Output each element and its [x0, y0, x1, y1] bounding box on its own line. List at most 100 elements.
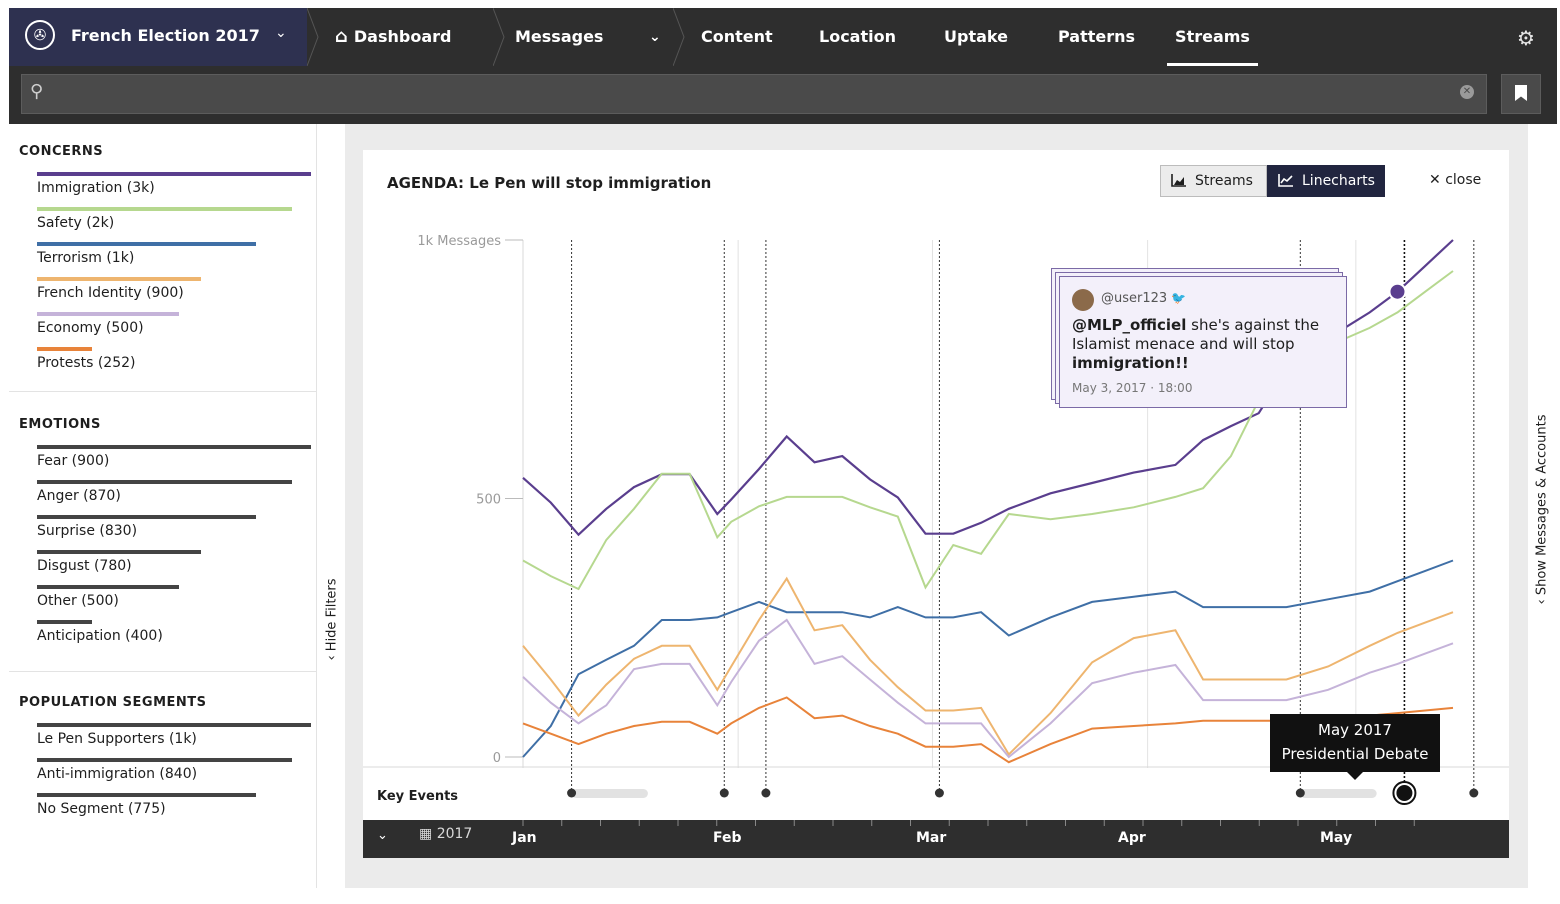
chevron-down-icon[interactable]: ⌄: [649, 29, 661, 45]
nav-tab-dashboard[interactable]: ⌂ Dashboard: [335, 8, 451, 66]
series-line-french-identity: [522, 576, 1454, 757]
filter-label[interactable]: Anger (870): [37, 488, 121, 504]
line-chart-icon: [1278, 174, 1293, 187]
streams-toggle-button[interactable]: Streams: [1160, 165, 1267, 197]
filter-label[interactable]: Surprise (830): [37, 523, 138, 539]
filter-bar[interactable]: [37, 620, 92, 624]
area-chart-icon: [1171, 174, 1186, 187]
key-event-marker: [761, 788, 771, 798]
linecharts-toggle-button[interactable]: Linecharts: [1267, 165, 1385, 197]
nav-tab-streams[interactable]: Streams: [1167, 8, 1258, 66]
section-divider: [9, 391, 316, 392]
filter-bar[interactable]: [37, 585, 179, 589]
filter-label[interactable]: Anti-immigration (840): [37, 766, 198, 782]
close-button[interactable]: ✕ close: [1429, 172, 1481, 188]
message-tooltip[interactable]: @user123 🐦 @MLP_officiel she's against th…: [1059, 276, 1347, 408]
key-event-marker: [934, 788, 944, 798]
key-event-marker: [567, 788, 577, 798]
hide-filters-text: Hide Filters: [324, 578, 340, 652]
nav-tab-patterns[interactable]: Patterns: [1058, 27, 1136, 46]
filter-label[interactable]: Economy (500): [37, 320, 144, 336]
linecharts-toggle-label: Linecharts: [1302, 173, 1375, 189]
filter-bar[interactable]: [37, 242, 256, 246]
clear-search-icon[interactable]: ✕: [1460, 85, 1474, 99]
filter-label[interactable]: French Identity (900): [37, 285, 184, 301]
search-box: ⚲ ✕: [21, 74, 1487, 114]
timeline-month-jan: Jan: [512, 830, 537, 846]
nav-tab-uptake[interactable]: Uptake: [944, 27, 1008, 46]
filter-bar[interactable]: [37, 172, 311, 176]
filter-label[interactable]: Terrorism (1k): [37, 250, 135, 266]
filter-label[interactable]: Le Pen Supporters (1k): [37, 731, 197, 747]
key-event-marker: [1469, 788, 1479, 798]
tooltip-text-bold: immigration!!: [1072, 354, 1189, 372]
filter-bar[interactable]: [37, 758, 292, 762]
gear-icon[interactable]: ⚙: [1517, 26, 1535, 50]
top-navigation-bar: ✇ French Election 2017 ⌄ ⌂ Dashboard Mess…: [9, 8, 1557, 66]
nav-separator: [307, 8, 319, 66]
timeline-year[interactable]: ▦ 2017: [419, 826, 472, 842]
show-messages-toggle[interactable]: ‹ Show Messages & Accounts: [1528, 124, 1556, 888]
chevron-left-icon: ‹: [324, 651, 340, 661]
filter-bar[interactable]: [37, 723, 311, 727]
highlighted-data-point: [1388, 282, 1407, 301]
filter-label[interactable]: Other (500): [37, 593, 119, 609]
agenda-panel: AGENDA: Le Pen will stop immigration Str…: [363, 150, 1509, 858]
emotions-title: EMOTIONS: [19, 417, 101, 432]
search-bar: ⚲ ✕: [9, 66, 1557, 124]
nav-tab-location[interactable]: Location: [819, 27, 896, 46]
selected-key-event-dot: [1396, 785, 1413, 801]
nav-tab-messages-label: Messages: [515, 27, 604, 46]
bookmark-button[interactable]: [1501, 74, 1541, 114]
filter-bar[interactable]: [37, 445, 311, 449]
key-events-label: Key Events: [377, 789, 458, 804]
key-event-marker: [1295, 788, 1305, 798]
key-event-range: [1300, 789, 1377, 798]
project-selector[interactable]: ✇ French Election 2017 ⌄: [9, 8, 307, 66]
filter-bar[interactable]: [37, 793, 256, 797]
filter-bar[interactable]: [37, 207, 292, 211]
chevron-down-icon[interactable]: ⌄: [377, 828, 388, 843]
timeline-bar: ⌄ ▦ 2017 Jan Feb Mar Apr May: [363, 820, 1509, 858]
timeline-month-may: May: [1320, 830, 1353, 846]
tooltip-user: @user123 🐦: [1101, 291, 1186, 306]
nav-separator: [493, 8, 505, 66]
nav-tab-messages[interactable]: Messages: [515, 8, 603, 66]
filter-label[interactable]: Immigration (3k): [37, 180, 155, 196]
timeline-month-feb: Feb: [713, 830, 742, 846]
filter-label[interactable]: Protests (252): [37, 355, 136, 371]
show-messages-label: ‹ Show Messages & Accounts: [1535, 410, 1550, 610]
filter-label[interactable]: Fear (900): [37, 453, 110, 469]
filter-bar[interactable]: [37, 550, 201, 554]
filter-label[interactable]: No Segment (775): [37, 801, 166, 817]
y-tick-label: 1k Messages: [417, 234, 501, 249]
filter-bar[interactable]: [37, 347, 92, 351]
timeline-month-mar: Mar: [916, 830, 947, 846]
filter-bar[interactable]: [37, 312, 179, 316]
filter-label[interactable]: Anticipation (400): [37, 628, 163, 644]
filter-bar[interactable]: [37, 277, 201, 281]
key-event-tooltip: May 2017 Presidential Debate: [1270, 714, 1440, 780]
series-line-economy: [522, 618, 1454, 759]
tooltip-timestamp: May 3, 2017 · 18:00: [1072, 381, 1193, 395]
close-label: close: [1445, 172, 1482, 188]
filters-sidebar: CONCERNS Immigration (3k) Safety (2k) Terr…: [9, 124, 317, 888]
chevron-down-icon[interactable]: ⌄: [275, 25, 287, 41]
timeline-year-label: 2017: [436, 826, 473, 842]
twitter-bird-icon: 🐦: [1171, 291, 1187, 305]
search-input[interactable]: [62, 81, 1446, 109]
filter-label[interactable]: Safety (2k): [37, 215, 115, 231]
nav-separator: [673, 8, 685, 66]
concerns-title: CONCERNS: [19, 144, 104, 159]
filter-bar[interactable]: [37, 480, 292, 484]
y-tick-label: 500: [476, 493, 501, 508]
key-event-title: Presidential Debate: [1281, 745, 1429, 763]
filter-label[interactable]: Disgust (780): [37, 558, 132, 574]
nav-tab-content[interactable]: Content: [701, 27, 773, 46]
hide-filters-label: ‹ Hide Filters: [325, 550, 340, 690]
hide-filters-toggle[interactable]: ‹ Hide Filters: [318, 124, 345, 888]
search-icon: ⚲: [30, 81, 44, 102]
project-logo-icon: ✇: [25, 20, 55, 50]
filter-bar[interactable]: [37, 515, 256, 519]
timeline-ticks: [522, 820, 1415, 826]
